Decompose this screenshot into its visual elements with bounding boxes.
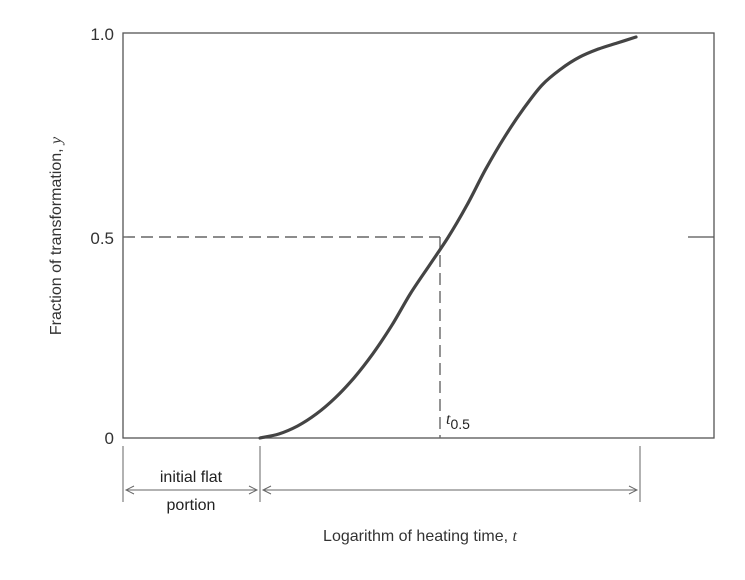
flat-label-line1: initial flat (160, 469, 223, 486)
y-tick-label-top: 1.0 (90, 25, 114, 44)
t-half-var: t (446, 411, 451, 428)
x-axis-label: Logarithm of heating time, t (323, 528, 517, 545)
x-axis-label-var: t (513, 528, 518, 545)
range-arrowhead-right (628, 485, 639, 495)
flat-label-line2: portion (167, 497, 216, 514)
t-half-label: t0.5 (446, 411, 470, 432)
flat-arrowhead-right (248, 485, 259, 495)
flat-arrowhead-left (124, 485, 135, 495)
y-axis-label: Fraction of transformation, y (48, 136, 65, 335)
y-tick-label-mid: 0.5 (90, 229, 114, 248)
plot-frame (122, 32, 715, 439)
y-tick-label-bottom: 0 (105, 429, 114, 448)
transformation-curve (258, 35, 638, 440)
range-arrowhead-left (261, 485, 272, 495)
t-half-subscript: 0.5 (450, 416, 470, 432)
y-axis-label-var: y (48, 136, 65, 146)
y-axis-label-text: Fraction of transformation, (48, 148, 65, 335)
x-axis-label-text: Logarithm of heating time, (323, 528, 508, 545)
